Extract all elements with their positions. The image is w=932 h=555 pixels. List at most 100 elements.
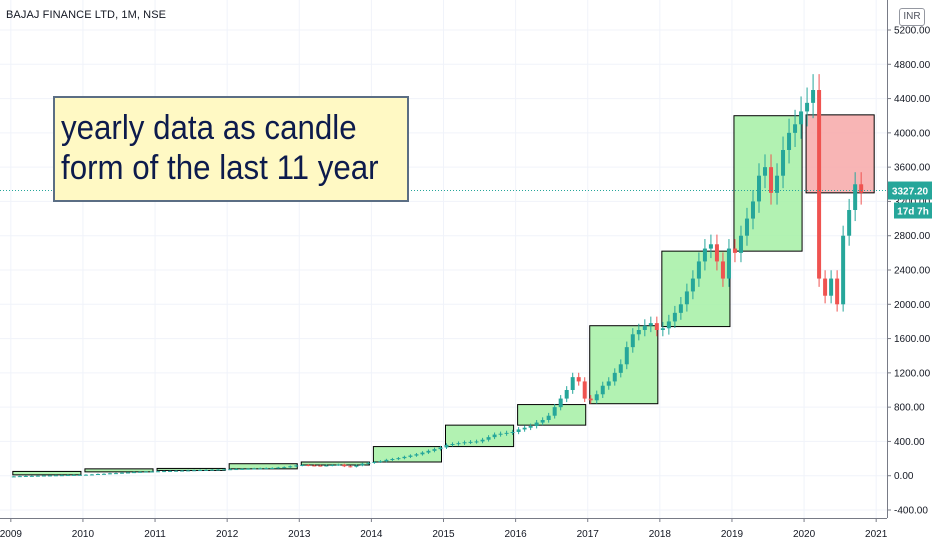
monthly-candle-body[interactable] [270, 468, 275, 469]
monthly-candle-body[interactable] [378, 461, 383, 463]
monthly-candle-body[interactable] [817, 90, 822, 279]
monthly-candle-body[interactable] [606, 381, 611, 386]
monthly-candle-body[interactable] [516, 429, 521, 432]
monthly-candle-body[interactable] [132, 472, 137, 474]
monthly-candle-body[interactable] [23, 475, 28, 477]
monthly-candle-body[interactable] [282, 467, 287, 469]
monthly-candle-body[interactable] [648, 323, 653, 326]
monthly-candle-body[interactable] [89, 474, 94, 476]
monthly-candle-body[interactable] [763, 167, 768, 176]
monthly-candle-body[interactable] [396, 458, 401, 460]
monthly-candle-body[interactable] [432, 449, 437, 451]
monthly-candle-body[interactable] [138, 471, 143, 473]
monthly-candle-body[interactable] [564, 390, 569, 399]
monthly-candle-body[interactable] [600, 385, 605, 395]
yearly-candle-2011[interactable] [84, 468, 154, 473]
monthly-candle-body[interactable] [162, 471, 167, 473]
monthly-candle-body[interactable] [318, 465, 323, 467]
monthly-candle-body[interactable] [336, 464, 341, 466]
monthly-candle-body[interactable] [35, 475, 40, 477]
monthly-candle-body[interactable] [228, 469, 233, 471]
monthly-candle-body[interactable] [348, 466, 353, 468]
monthly-candle-body[interactable] [438, 447, 443, 450]
monthly-candle-body[interactable] [486, 437, 491, 440]
monthly-candle-body[interactable] [612, 372, 617, 382]
yearly-candle-2010[interactable] [12, 470, 82, 476]
monthly-candle-body[interactable] [342, 464, 347, 467]
monthly-candle-body[interactable] [588, 398, 593, 401]
monthly-candle-body[interactable] [450, 444, 455, 445]
monthly-candle-body[interactable] [847, 210, 852, 236]
yearly-candle-2014[interactable] [300, 461, 370, 466]
monthly-candle-body[interactable] [354, 465, 359, 467]
monthly-candle-body[interactable] [750, 201, 755, 219]
monthly-candle-body[interactable] [594, 394, 599, 401]
monthly-candle-body[interactable] [246, 468, 251, 470]
monthly-candle-body[interactable] [444, 444, 449, 448]
monthly-candle-body[interactable] [276, 467, 281, 469]
monthly-candle-body[interactable] [11, 476, 16, 478]
monthly-candle-body[interactable] [222, 469, 227, 471]
monthly-candle-body[interactable] [702, 248, 707, 262]
monthly-candle-body[interactable] [756, 175, 761, 202]
monthly-candle-body[interactable] [258, 468, 263, 470]
monthly-candle-body[interactable] [204, 469, 209, 471]
monthly-candle-body[interactable] [240, 468, 245, 470]
monthly-candle-body[interactable] [420, 452, 425, 455]
monthly-candle-body[interactable] [510, 432, 515, 433]
monthly-candle-body[interactable] [636, 330, 641, 335]
monthly-candle-body[interactable] [528, 426, 533, 428]
yearly-candle-2013[interactable] [228, 463, 298, 470]
monthly-candle-body[interactable] [264, 468, 269, 470]
monthly-candle-body[interactable] [186, 470, 191, 472]
monthly-candle-body[interactable] [77, 474, 82, 476]
monthly-candle-body[interactable] [288, 466, 293, 468]
monthly-candle-body[interactable] [841, 235, 846, 305]
monthly-candle-body[interactable] [558, 398, 563, 408]
monthly-candle-body[interactable] [17, 476, 22, 478]
monthly-candle-body[interactable] [654, 323, 659, 330]
monthly-candle-body[interactable] [714, 244, 719, 262]
monthly-candle-body[interactable] [799, 111, 804, 125]
monthly-candle-body[interactable] [294, 465, 299, 467]
monthly-candle-body[interactable] [456, 443, 461, 445]
monthly-candle-body[interactable] [180, 470, 185, 472]
monthly-candle-body[interactable] [708, 244, 713, 249]
monthly-candle-body[interactable] [324, 465, 329, 467]
monthly-candle-body[interactable] [678, 304, 683, 313]
monthly-candle-body[interactable] [462, 442, 467, 444]
yearly-candle-2012[interactable] [156, 467, 226, 471]
monthly-candle-body[interactable] [198, 470, 203, 472]
monthly-candle-body[interactable] [168, 470, 173, 472]
yearly-candle-2021[interactable] [805, 114, 875, 194]
monthly-candle-body[interactable] [312, 465, 317, 467]
yearly-candle-2019[interactable] [661, 250, 731, 328]
monthly-candle-body[interactable] [534, 422, 539, 426]
monthly-candle-body[interactable] [468, 441, 473, 443]
monthly-candle-body[interactable] [540, 420, 545, 423]
monthly-candle-body[interactable] [53, 475, 58, 477]
monthly-candle-body[interactable] [811, 90, 816, 103]
monthly-candle-body[interactable] [384, 459, 389, 462]
monthly-candle-body[interactable] [696, 261, 701, 279]
monthly-candle-body[interactable] [41, 475, 46, 477]
monthly-candle-body[interactable] [769, 167, 774, 193]
monthly-candle-body[interactable] [366, 462, 371, 464]
monthly-candle-body[interactable] [210, 469, 215, 471]
monthly-candle-body[interactable] [732, 248, 737, 253]
monthly-candle-body[interactable] [787, 132, 792, 150]
monthly-candle-body[interactable] [192, 470, 197, 472]
monthly-candle-body[interactable] [726, 248, 731, 279]
monthly-candle-body[interactable] [414, 454, 419, 456]
monthly-candle-body[interactable] [552, 407, 557, 416]
monthly-candle-body[interactable] [402, 456, 407, 459]
monthly-candle-body[interactable] [390, 459, 395, 460]
monthly-candle-body[interactable] [426, 450, 431, 453]
monthly-candle-body[interactable] [582, 381, 587, 399]
monthly-candle-body[interactable] [829, 278, 834, 296]
monthly-candle-body[interactable] [859, 184, 864, 193]
monthly-candle-body[interactable] [630, 334, 635, 348]
monthly-candle-body[interactable] [372, 462, 377, 463]
monthly-candle-body[interactable] [618, 364, 623, 373]
